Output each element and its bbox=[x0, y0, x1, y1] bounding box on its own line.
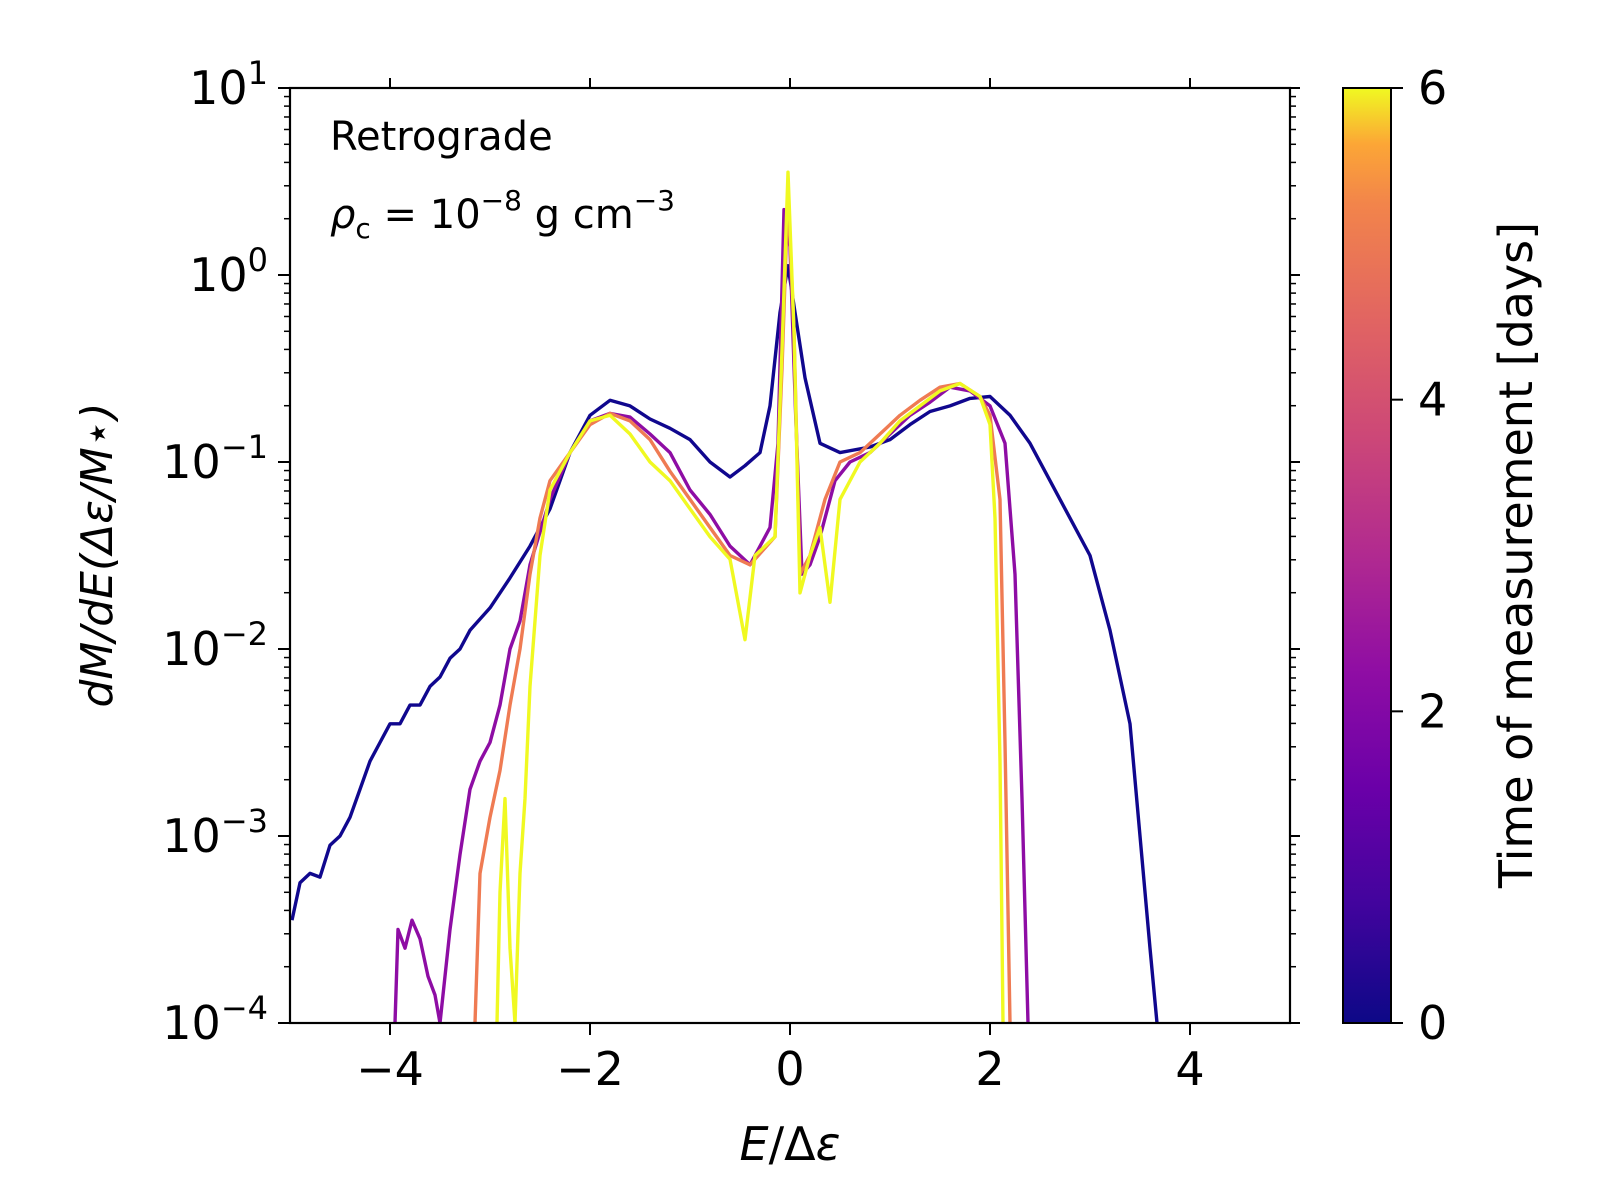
colorbar-tick-label: 0 bbox=[1418, 996, 1447, 1050]
y-tick-label: 10−2 bbox=[162, 615, 268, 676]
y-tick-label: 10−1 bbox=[162, 428, 268, 489]
colorbar bbox=[1342, 87, 1392, 1024]
x-tick-label: 2 bbox=[975, 1042, 1004, 1096]
x-tick-label: −2 bbox=[556, 1042, 624, 1096]
x-tick-label: −4 bbox=[356, 1042, 424, 1096]
series-line-0 bbox=[290, 264, 1159, 1023]
series-layer bbox=[290, 170, 1159, 1023]
y-axis-label: dM/dE(Δε/M⋆) bbox=[72, 403, 123, 708]
series-line-3 bbox=[495, 170, 1005, 1023]
colorbar-tick-label: 6 bbox=[1418, 61, 1447, 115]
annotation-density: ρc = 10−8 g cm−3 bbox=[330, 184, 675, 245]
colorbar-tick-label: 2 bbox=[1418, 684, 1447, 738]
y-tick-label: 101 bbox=[189, 54, 268, 115]
x-tick-label: 0 bbox=[775, 1042, 804, 1096]
x-axis: −4 −2 0 2 4 bbox=[356, 78, 1205, 1096]
series-line-2 bbox=[473, 189, 1012, 1023]
x-tick-label: 4 bbox=[1175, 1042, 1204, 1096]
colorbar-label: Time of measurement [days] bbox=[1489, 222, 1543, 889]
y-axis: 101 100 10−1 10−2 10−3 10−4 bbox=[162, 54, 1300, 1050]
colorbar-tick-label: 4 bbox=[1418, 373, 1447, 427]
y-tick-label: 10−3 bbox=[162, 802, 268, 863]
series-line-1 bbox=[393, 207, 1030, 1023]
x-axis-label: E/Δε bbox=[740, 1117, 841, 1171]
annotation-retrograde: Retrograde bbox=[330, 114, 553, 160]
y-tick-label: 100 bbox=[189, 241, 268, 302]
y-tick-label: 10−4 bbox=[162, 989, 268, 1050]
colorbar-axis: 0 2 4 6 bbox=[1391, 61, 1447, 1050]
